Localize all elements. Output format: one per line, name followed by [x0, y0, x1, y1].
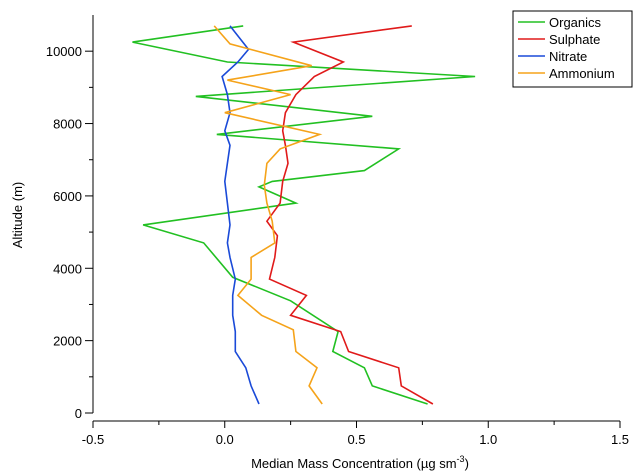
series-line-ammonium: [213, 25, 323, 405]
y-tick-label: 0: [75, 406, 82, 421]
x-tick-label: 1.5: [611, 432, 629, 447]
y-ticks: 0 2000 4000 6000 8000 10000: [46, 44, 93, 421]
legend-label-ammonium: Ammonium: [549, 66, 615, 81]
legend-label-sulphate: Sulphate: [549, 32, 600, 47]
axes: -0.5 0.0 0.5 1.0 1.5 0 2000 4000 6000 8000 10000: [46, 15, 629, 447]
legend-item-sulphate: Sulphate: [518, 32, 600, 47]
y-tick-label: 10000: [46, 44, 82, 59]
x-tick-label: 0.5: [347, 432, 365, 447]
series-line-organics: [132, 25, 476, 405]
y-tick-label: 4000: [53, 261, 82, 276]
x-tick-label: -0.5: [82, 432, 104, 447]
series-line-nitrate: [221, 25, 260, 405]
y-axis-title: Altitude (m): [10, 182, 25, 248]
y-tick-label: 6000: [53, 189, 82, 204]
legend-box: [512, 10, 633, 88]
series-line-sulphate: [265, 25, 434, 405]
x-ticks: -0.5 0.0 0.5 1.0 1.5: [82, 421, 629, 447]
x-axis-title-text: Median Mass Concentration (µg sm: [251, 456, 456, 471]
x-axis-title-end: ): [465, 456, 469, 471]
legend-item-ammonium: Ammonium: [518, 66, 615, 81]
y-tick-label: 2000: [53, 334, 82, 349]
legend: Organics Sulphate Nitrate Ammonium: [512, 10, 633, 88]
x-tick-label: 0.0: [216, 432, 234, 447]
x-axis-title-superscript: -3: [457, 454, 465, 464]
legend-item-organics: Organics: [518, 15, 602, 30]
legend-item-nitrate: Nitrate: [518, 49, 587, 64]
legend-label-organics: Organics: [549, 15, 602, 30]
x-tick-label: 1.0: [479, 432, 497, 447]
x-axis-title: Median Mass Concentration (µg sm-3): [251, 454, 469, 471]
legend-items: Organics Sulphate Nitrate Ammonium: [518, 15, 615, 81]
series-layer: [132, 25, 476, 405]
legend-label-nitrate: Nitrate: [549, 49, 587, 64]
y-tick-label: 8000: [53, 117, 82, 132]
